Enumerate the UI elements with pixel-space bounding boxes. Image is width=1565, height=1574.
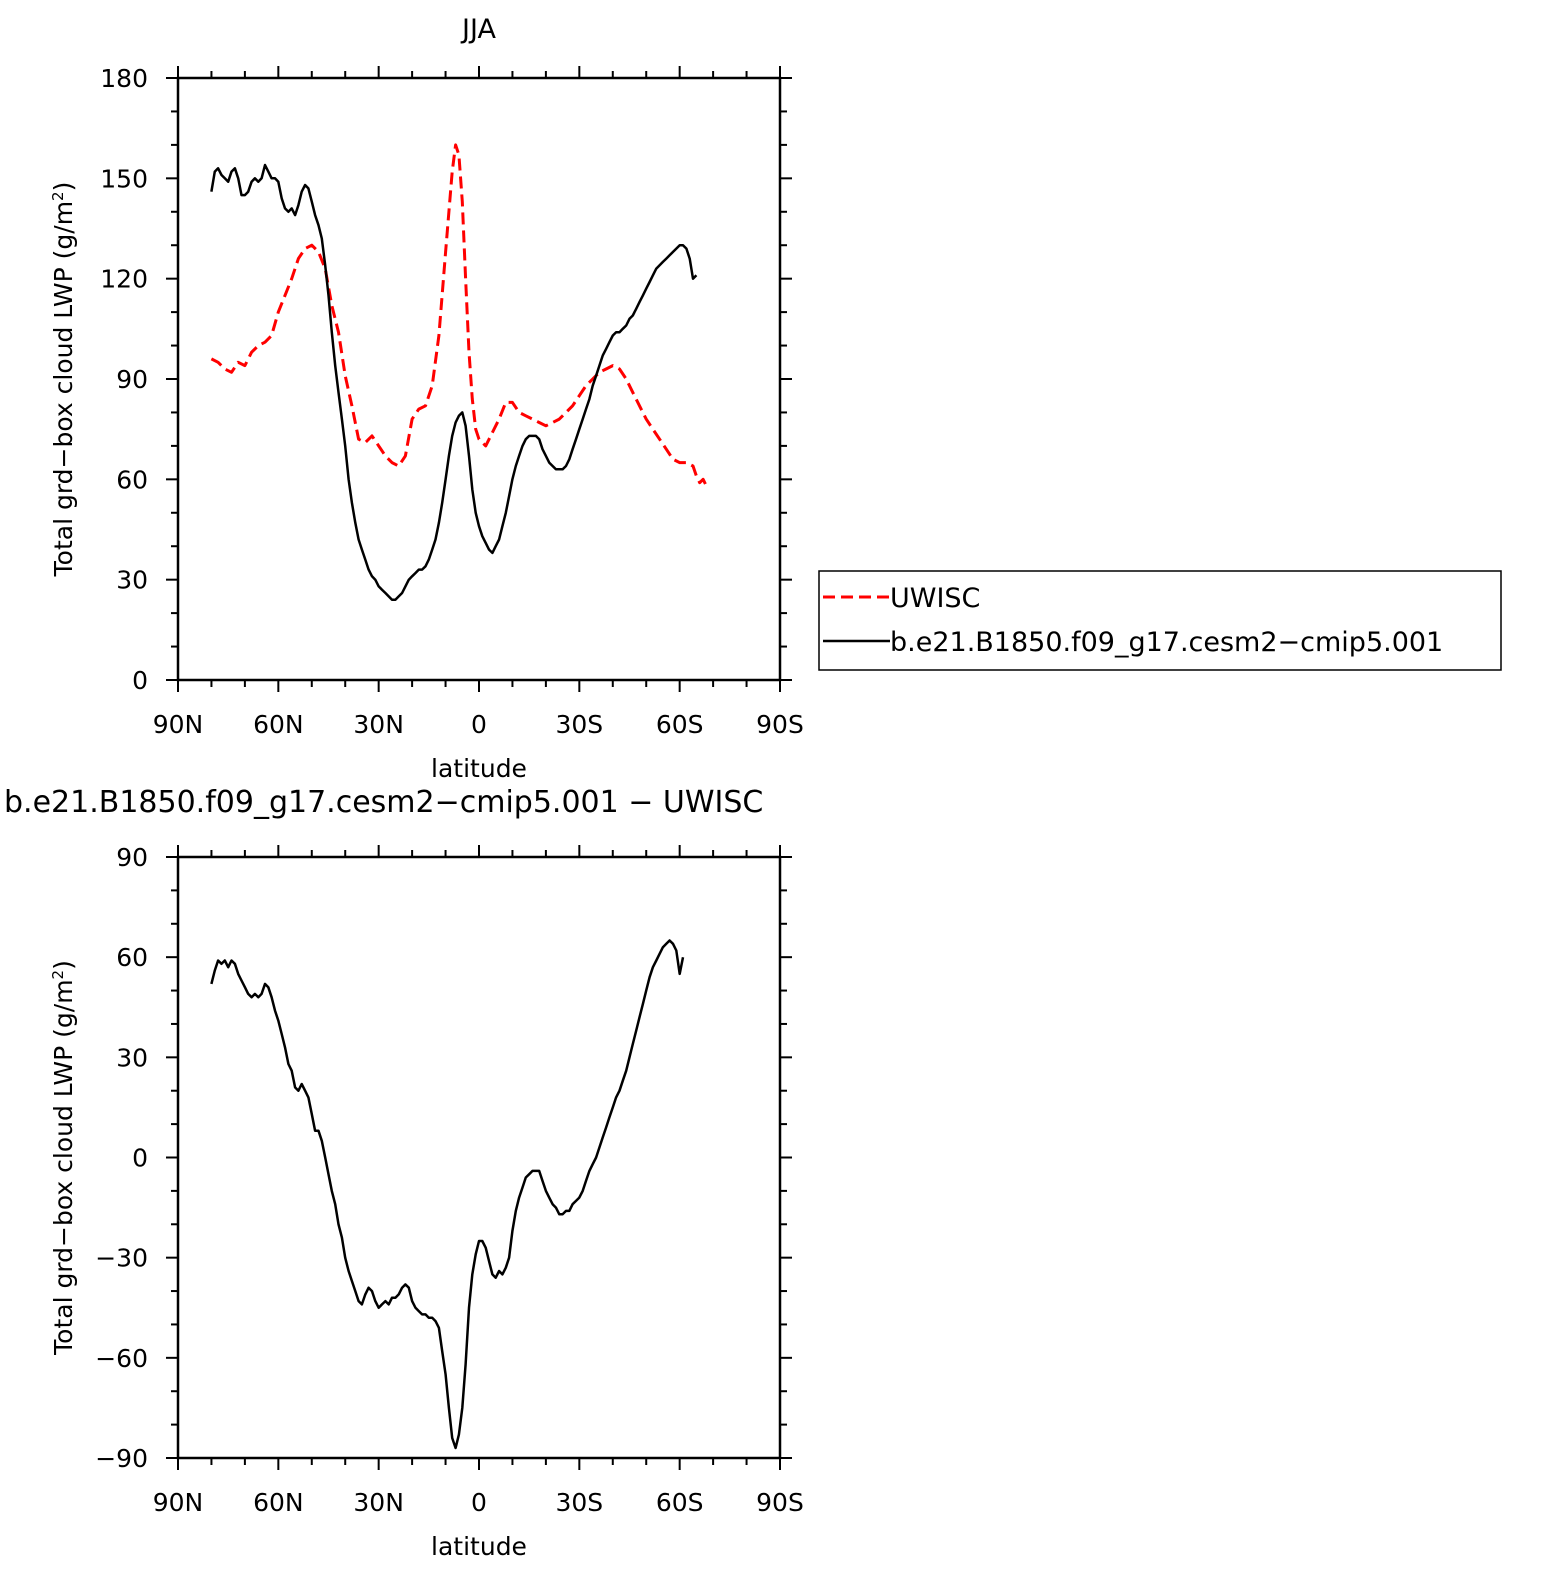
lwp-difference-panel-bottom: b.e21.B1850.f09_g17.cesm2−cmip5.001 − UW… (4, 785, 804, 1561)
legend-label: UWISC (890, 583, 980, 614)
y-tick-label: −60 (95, 1344, 148, 1373)
y-axis-label: Total grd−box cloud LWP (g/m2) (49, 182, 78, 578)
legend-label: b.e21.B1850.f09_g17.cesm2−cmip5.001 (890, 627, 1443, 658)
y-tick-label: 150 (100, 164, 148, 193)
plot-frame (176, 855, 782, 1460)
chart-title: b.e21.B1850.f09_g17.cesm2−cmip5.001 − UW… (4, 785, 763, 820)
series-line-b (210, 163, 698, 601)
x-tick-label: 90S (756, 710, 804, 739)
y-tick-label: −90 (95, 1444, 148, 1473)
x-tick-label: 30N (353, 1488, 404, 1517)
y-tick-label: −30 (95, 1244, 148, 1273)
x-tick-label: 30S (555, 1488, 603, 1517)
y-tick-label: 180 (100, 64, 148, 93)
plot-frame (176, 76, 782, 682)
x-tick-label: 60S (656, 710, 704, 739)
x-tick-label: 0 (471, 1488, 487, 1517)
x-tick-label: 90N (153, 1488, 204, 1517)
x-tick-label: 60S (656, 1488, 704, 1517)
x-axis-label: latitude (431, 1532, 527, 1561)
y-tick-label: 90 (116, 843, 148, 872)
chart-title: JJA (460, 14, 496, 45)
y-tick-label: 0 (132, 1144, 148, 1173)
x-axis-label: latitude (431, 754, 527, 783)
y-tick-label: 30 (116, 1043, 148, 1072)
x-tick-label: 30N (353, 710, 404, 739)
x-tick-label: 90N (153, 710, 204, 739)
y-tick-label: 0 (132, 666, 148, 695)
series-line-difference (210, 939, 685, 1450)
y-tick-label: 60 (116, 943, 148, 972)
x-tick-label: 0 (471, 710, 487, 739)
x-tick-label: 60N (253, 1488, 304, 1517)
legend-box (818, 570, 1502, 671)
legend: UWISC b.e21.B1850.f09_g17.cesm2−cmip5.001 (818, 570, 1502, 671)
y-tick-label: 120 (100, 265, 148, 294)
series-line-uwisc (210, 143, 708, 487)
lwp-panel-top: JJA 0 30 60 90 120 150 180 90N 60N 30N 0 30S 60S 90S la… (49, 14, 1502, 783)
y-tick-label: 30 (116, 566, 148, 595)
y-axis-label: Total grd−box cloud LWP (g/m2) (49, 960, 78, 1356)
x-tick-label: 60N (253, 710, 304, 739)
x-tick-label: 90S (756, 1488, 804, 1517)
x-tick-label: 30S (555, 710, 603, 739)
y-tick-label: 90 (116, 365, 148, 394)
y-tick-label: 60 (116, 465, 148, 494)
